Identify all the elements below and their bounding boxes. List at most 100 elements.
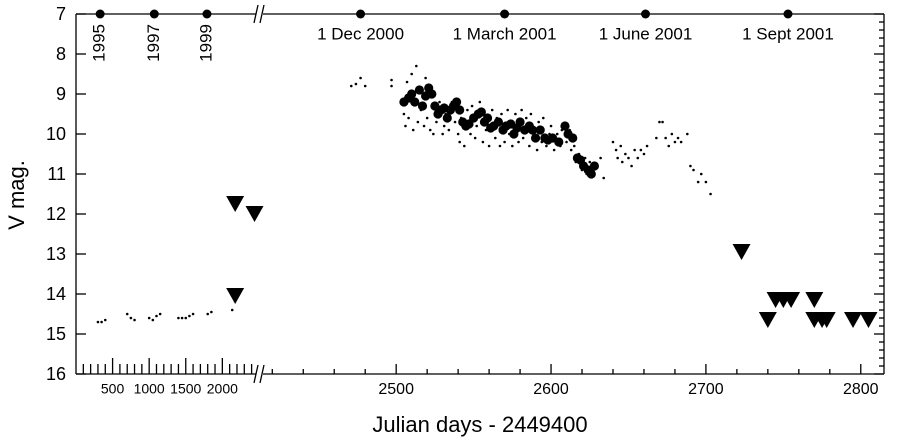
data-point (96, 320, 100, 324)
data-point (458, 140, 461, 144)
binned-point (414, 85, 425, 95)
axis-break (253, 364, 259, 384)
data-point (407, 116, 410, 120)
date-label: 1999 (196, 24, 215, 62)
data-point (487, 144, 491, 148)
data-point (184, 316, 188, 320)
data-point (537, 120, 540, 124)
data-point (709, 192, 712, 196)
date-label: 1997 (144, 24, 163, 62)
data-point (667, 144, 671, 148)
data-point (524, 116, 528, 120)
x-tick-label: 1500 (170, 381, 201, 397)
data-point (599, 156, 602, 160)
y-tick-label: 7 (56, 4, 66, 24)
y-tick-label: 12 (46, 204, 66, 224)
data-point (390, 84, 393, 88)
y-tick-label: 11 (47, 164, 66, 184)
binned-point (515, 117, 525, 127)
binned-point (455, 105, 465, 115)
y-tick-label: 16 (46, 364, 66, 384)
data-point (689, 164, 692, 168)
axis-break (259, 364, 265, 384)
data-point (679, 140, 683, 144)
upper-limit (844, 312, 863, 328)
upper-limit (245, 206, 264, 222)
data-point (125, 312, 129, 316)
date-marker (95, 9, 105, 19)
data-point (520, 108, 523, 112)
data-point (490, 108, 494, 112)
data-point (542, 116, 545, 120)
data-point (129, 316, 133, 320)
data-point (410, 72, 413, 76)
data-point (611, 140, 615, 144)
data-point (696, 180, 700, 184)
y-tick-label: 13 (46, 244, 66, 264)
data-point (620, 160, 624, 164)
data-point (658, 120, 661, 124)
x-tick-label: 2800 (843, 381, 879, 398)
upper-limit (805, 292, 824, 308)
data-point (415, 64, 418, 68)
data-point (447, 128, 451, 132)
data-point (503, 140, 506, 144)
data-point (619, 144, 623, 148)
data-point (210, 310, 213, 314)
binned-point (417, 101, 428, 111)
upper-limit (782, 292, 801, 308)
data-point (630, 164, 633, 168)
binned-point (586, 169, 596, 179)
binned-point (482, 113, 493, 123)
data-point (565, 140, 568, 144)
data-point (661, 120, 664, 124)
data-point (481, 140, 485, 144)
data-point (230, 308, 234, 312)
binned-point (560, 121, 570, 131)
y-tick-label: 14 (46, 284, 66, 304)
x-tick-label: 2500 (378, 381, 414, 398)
binned-point (527, 125, 538, 135)
data-point (424, 76, 427, 80)
data-point (425, 116, 429, 120)
data-point (456, 132, 460, 136)
data-point (405, 80, 409, 84)
data-point (453, 120, 457, 124)
data-point (555, 132, 559, 136)
upper-limit (859, 312, 878, 328)
data-point (686, 132, 689, 136)
binned-point (530, 133, 541, 143)
y-tick-label: 15 (46, 324, 66, 344)
data-point (416, 120, 420, 124)
data-point (188, 314, 191, 318)
data-point (469, 132, 472, 136)
data-point (463, 144, 466, 148)
data-point (354, 82, 358, 86)
data-point (432, 132, 435, 136)
date-marker (783, 9, 793, 19)
axis-break (253, 4, 259, 24)
upper-limit (758, 312, 777, 328)
data-point (435, 120, 438, 124)
data-point (569, 148, 573, 152)
x-tick-label: 2600 (533, 381, 569, 398)
x-tick-label: 500 (101, 381, 125, 397)
data-point (528, 144, 531, 148)
data-point (359, 76, 362, 80)
binned-point (554, 137, 564, 147)
y-axis-label: V mag. (4, 160, 29, 230)
data-point (151, 318, 155, 322)
data-point (473, 136, 477, 140)
data-point (627, 156, 630, 160)
y-tick-label: 9 (56, 84, 66, 104)
data-point (411, 128, 415, 132)
y-tick-label: 10 (46, 124, 66, 144)
binned-point (407, 89, 417, 99)
binned-point (410, 97, 420, 107)
data-point (624, 152, 627, 156)
data-point (614, 148, 618, 152)
data-point (514, 112, 517, 116)
data-point (180, 316, 184, 320)
date-label: 1 March 2001 (453, 24, 557, 43)
binned-point (476, 107, 486, 117)
